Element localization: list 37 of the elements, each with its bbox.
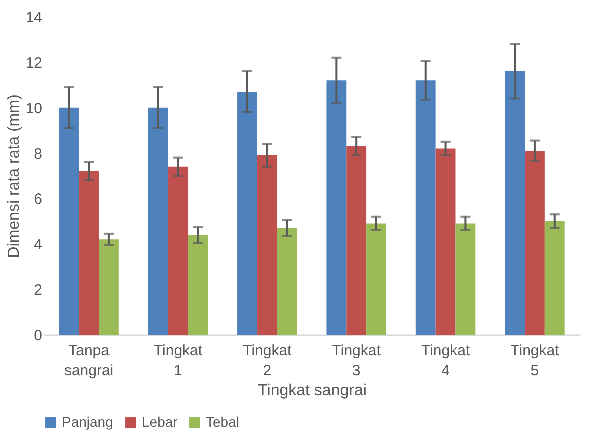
bar: [277, 228, 298, 335]
bar: [168, 166, 188, 335]
legend-label: Panjang: [62, 414, 114, 430]
x-tick-label: Tingkat 4: [421, 342, 471, 380]
bar: [436, 148, 456, 335]
legend-label: Lebar: [142, 414, 178, 430]
bar: [59, 108, 80, 335]
bar: [366, 224, 386, 335]
y-tick-label: 12: [26, 54, 42, 72]
legend-label: Tebal: [206, 414, 240, 430]
bar: [346, 146, 367, 335]
bar: [416, 80, 436, 335]
bar: [525, 151, 545, 335]
y-axis-title: Dimensi rata rata (mm): [6, 94, 23, 258]
y-tick-label: 14: [26, 10, 42, 26]
bar: [148, 108, 168, 335]
bar: [238, 92, 258, 335]
x-tick-label: Tingkat 3: [332, 342, 382, 380]
x-tick-label: Tingkat 1: [154, 342, 204, 380]
y-tick-label: 8: [34, 146, 42, 163]
bar: [456, 224, 476, 335]
x-axis-title: Tingkat sangrai: [258, 382, 367, 400]
bar: [544, 221, 565, 335]
x-tick-label: Tingkat 5: [510, 342, 560, 380]
x-tick-label: Tingkat 2: [243, 342, 293, 380]
bar: [79, 171, 99, 335]
bar: [505, 72, 526, 335]
bar: [257, 156, 278, 335]
y-tick-label: 10: [26, 100, 42, 118]
y-tick-label: 6: [34, 191, 42, 208]
x-tick-label: Tanpa sangrai: [64, 342, 114, 380]
bar: [188, 235, 208, 335]
bar: [98, 240, 119, 335]
bar: [326, 80, 347, 335]
y-tick-label: 0: [34, 328, 42, 344]
y-tick-label: 2: [34, 282, 42, 300]
y-tick-label: 4: [34, 236, 42, 254]
